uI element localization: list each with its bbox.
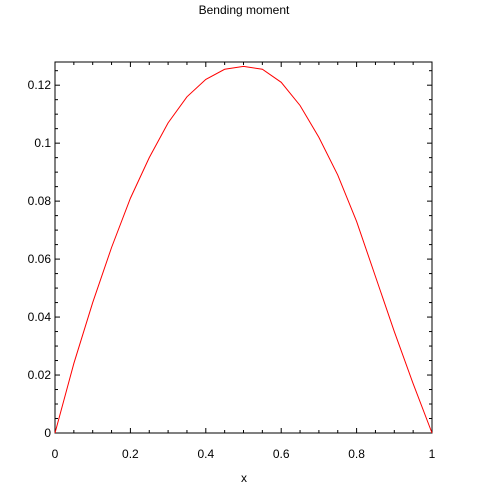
y-axis: 0 0.02 0.04 0.06 0.08 0.1 0.12 (28, 70, 432, 440)
x-tick-label: 0.8 (348, 447, 365, 461)
x-axis-label: x (241, 471, 247, 485)
y-tick-label: 0.02 (28, 368, 52, 382)
x-tick-label: 1 (429, 447, 436, 461)
chart-title: Bending moment (199, 3, 290, 17)
x-tick-label: 0.2 (122, 447, 139, 461)
bending-moment-line (54, 65, 433, 434)
y-tick-label: 0.1 (34, 136, 51, 150)
y-tick-label: 0.06 (28, 252, 52, 266)
y-tick-label: 0 (44, 426, 51, 440)
y-tick-label: 0.04 (28, 310, 52, 324)
x-tick-label: 0 (52, 447, 59, 461)
y-tick-label: 0.12 (28, 78, 52, 92)
x-tick-label: 0.6 (273, 447, 290, 461)
y-tick-label: 0.08 (28, 194, 52, 208)
x-axis: 0 0.2 0.4 0.6 0.8 1 (52, 62, 436, 461)
x-tick-label: 0.4 (197, 447, 214, 461)
